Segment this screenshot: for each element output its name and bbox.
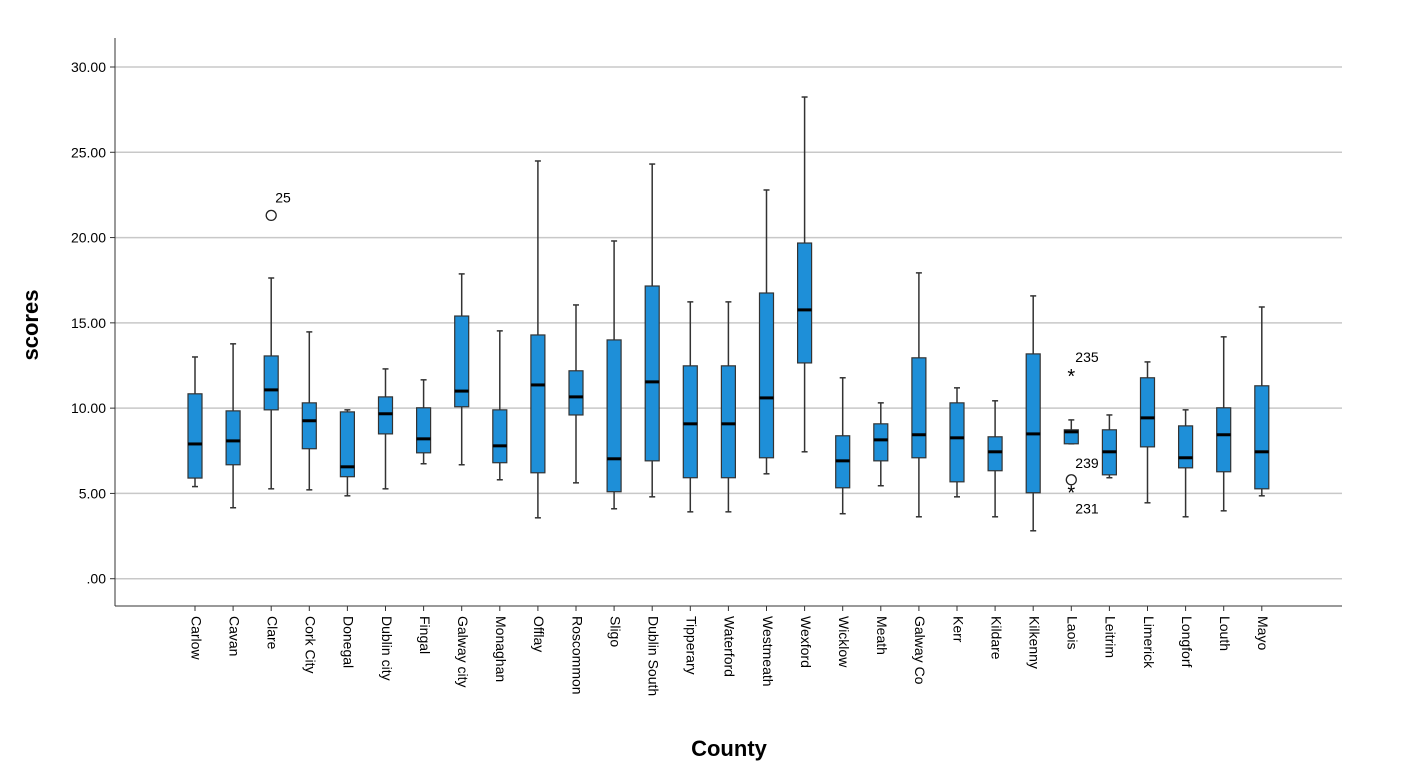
box xyxy=(911,357,927,459)
box xyxy=(416,407,432,454)
x-tick-label: Louth xyxy=(1217,616,1233,651)
x-tick-label: Roscommon xyxy=(569,616,585,695)
box xyxy=(492,409,508,464)
box xyxy=(873,423,889,462)
x-tick-label: Fingal xyxy=(417,616,433,654)
x-tick-label: Monaghan xyxy=(493,616,509,682)
y-tick-label: 20.00 xyxy=(71,230,106,246)
y-tick-label: 10.00 xyxy=(71,400,106,416)
y-tick-label: 15.00 xyxy=(71,315,106,331)
y-tick-label: 25.00 xyxy=(71,144,106,160)
box xyxy=(568,370,584,416)
x-tick-label: Mayo xyxy=(1255,616,1271,650)
x-tick-label: Donegal xyxy=(341,616,357,668)
box xyxy=(187,393,203,479)
y-tick-label: 5.00 xyxy=(79,485,106,501)
box xyxy=(1254,385,1270,490)
x-tick-label: Dublin South xyxy=(645,616,661,696)
x-tick-label: Galway city xyxy=(455,616,471,688)
x-tick-label: Kildare xyxy=(988,616,1004,660)
x-tick-label: Tipperary xyxy=(684,616,700,675)
outlier xyxy=(1065,474,1077,486)
x-tick-label: Wexford xyxy=(798,616,814,668)
box xyxy=(1025,353,1041,494)
box xyxy=(339,411,355,478)
x-tick-label: Kilkenny xyxy=(1026,616,1042,669)
x-tick-label: Waterford xyxy=(722,616,738,677)
x-axis-title: County xyxy=(691,736,768,761)
box xyxy=(644,285,660,462)
outlier-label: 25 xyxy=(275,189,291,205)
x-tick-label: Carlow xyxy=(188,616,204,660)
outlier-label: 235 xyxy=(1075,349,1099,365)
x-tick-label: Leitrim xyxy=(1103,616,1119,658)
box xyxy=(682,365,698,479)
box xyxy=(606,339,622,493)
box xyxy=(1177,425,1194,469)
y-axis-title: scores xyxy=(18,290,43,361)
box xyxy=(263,355,279,411)
box xyxy=(720,365,737,479)
box xyxy=(454,315,470,408)
box xyxy=(530,334,546,474)
x-tick-label: Cork City xyxy=(303,616,319,674)
box xyxy=(987,436,1003,472)
box xyxy=(377,396,394,435)
x-tick-label: Wicklow xyxy=(836,616,852,668)
x-tick-label: Longforf xyxy=(1179,616,1195,667)
y-tick-label: 30.00 xyxy=(71,59,106,75)
outlier: * xyxy=(1067,366,1075,388)
x-tick-label: Cavan xyxy=(226,616,242,656)
x-tick-label: Limerick xyxy=(1141,616,1157,669)
x-tick-label: Sligo xyxy=(607,616,623,647)
x-tick-label: Laois xyxy=(1065,616,1081,649)
outlier xyxy=(265,209,277,222)
x-tick-label: Galway Co xyxy=(912,616,928,685)
x-tick-label: Westmeath xyxy=(760,616,776,687)
x-tick-label: Clare xyxy=(264,616,280,650)
box xyxy=(1139,377,1156,448)
box xyxy=(225,410,241,466)
box xyxy=(949,402,965,483)
x-tick-label: Offlay xyxy=(531,616,547,652)
x-tick-label: Meath xyxy=(874,616,890,655)
box xyxy=(796,242,813,364)
box xyxy=(758,292,775,459)
box xyxy=(301,402,317,450)
outlier-label: 231 xyxy=(1075,501,1099,517)
y-tick-label: .00 xyxy=(87,571,107,587)
outlier: * xyxy=(1067,483,1075,505)
x-tick-label: Kerr xyxy=(950,616,966,643)
box xyxy=(1216,407,1232,473)
outlier-label: 239 xyxy=(1075,455,1099,471)
x-tick-label: Dublin city xyxy=(379,616,395,681)
